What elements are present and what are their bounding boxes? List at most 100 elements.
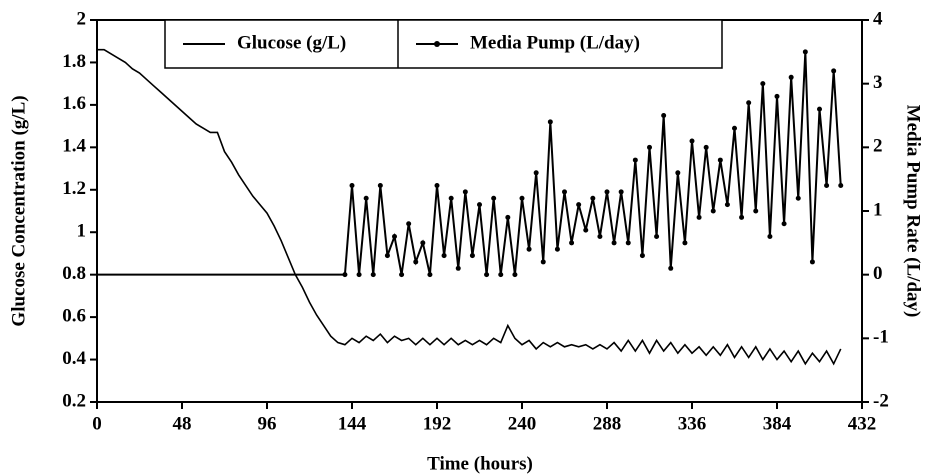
x-tick-label: 48	[173, 413, 192, 434]
data-point	[795, 195, 801, 201]
data-point	[491, 195, 497, 201]
data-point	[420, 240, 426, 246]
data-point	[363, 195, 369, 201]
data-point	[746, 100, 752, 106]
data-point	[654, 233, 660, 239]
data-point	[384, 253, 390, 259]
data-point	[519, 195, 525, 201]
data-point	[469, 253, 475, 259]
data-point	[512, 272, 518, 278]
data-point	[831, 68, 837, 74]
data-point	[505, 214, 511, 220]
y-tick-label: 0.8	[62, 263, 86, 284]
data-point	[668, 265, 674, 271]
data-point	[484, 272, 490, 278]
y2-tick-label: 3	[873, 72, 883, 93]
data-point	[696, 214, 702, 220]
data-point	[767, 233, 773, 239]
data-point	[732, 125, 737, 131]
data-point	[377, 183, 383, 189]
x-tick-label: 240	[508, 413, 537, 434]
data-point	[533, 170, 539, 176]
legend-label: Glucose (g/L)	[237, 32, 346, 53]
y-tick-label: 0.4	[62, 348, 86, 369]
x-axis-label: Time (hours)	[427, 453, 533, 474]
data-point	[760, 81, 766, 87]
data-point	[427, 272, 433, 278]
y-tick-label: 1	[77, 221, 87, 242]
data-point	[441, 253, 447, 259]
legend-marker	[434, 41, 440, 47]
data-point	[611, 240, 617, 246]
data-point	[838, 183, 844, 189]
data-point	[540, 259, 546, 265]
data-point	[576, 202, 582, 208]
y-axis-label: Glucose Concentration (g/L)	[8, 95, 29, 326]
data-line	[97, 51, 842, 276]
x-tick-label: 288	[593, 413, 622, 434]
data-point	[477, 202, 482, 208]
data-point	[788, 74, 794, 80]
data-point	[717, 157, 723, 163]
y2-tick-label: -2	[873, 390, 889, 411]
data-point	[406, 221, 412, 227]
data-point	[455, 265, 461, 271]
y2-tick-label: -1	[873, 327, 889, 348]
data-point	[597, 233, 603, 239]
x-tick-label: 96	[258, 413, 277, 434]
data-point	[703, 144, 709, 150]
data-point	[682, 240, 688, 246]
data-point	[739, 214, 745, 220]
data-point	[498, 272, 504, 278]
data-point	[675, 170, 681, 176]
data-point	[689, 138, 695, 144]
y-tick-label: 1.6	[62, 93, 86, 114]
data-point	[809, 259, 815, 265]
y-tick-label: 0.6	[62, 305, 86, 326]
data-point	[392, 233, 397, 239]
y-tick-label: 1.4	[62, 136, 86, 157]
y-tick-label: 0.2	[62, 390, 86, 411]
data-point	[639, 253, 645, 259]
y2-axis-label: Media Pump Rate (L/day)	[903, 105, 924, 318]
x-tick-label: 384	[763, 413, 792, 434]
data-point	[590, 195, 596, 201]
x-tick-label: 192	[423, 413, 452, 434]
data-point	[604, 189, 610, 195]
y2-tick-label: 4	[873, 8, 883, 29]
data-point	[753, 208, 759, 214]
y-tick-label: 1.8	[62, 51, 86, 72]
x-tick-label: 432	[848, 413, 877, 434]
y2-tick-label: 2	[873, 136, 883, 157]
data-point	[342, 272, 348, 278]
data-point	[781, 221, 787, 227]
x-tick-label: 336	[678, 413, 707, 434]
x-tick-label: 144	[338, 413, 367, 434]
data-point	[817, 106, 822, 112]
data-point	[632, 157, 638, 163]
data-point	[356, 272, 362, 278]
data-point	[618, 189, 624, 195]
data-point	[802, 49, 808, 55]
data-point	[434, 183, 440, 189]
data-point	[647, 144, 652, 150]
data-point	[413, 259, 419, 265]
data-point	[569, 240, 575, 246]
data-point	[462, 189, 468, 195]
data-point	[399, 272, 405, 278]
y-tick-label: 1.2	[62, 178, 86, 199]
y-tick-label: 2	[77, 8, 87, 29]
y2-tick-label: 0	[873, 263, 883, 284]
data-point	[824, 183, 830, 189]
data-point	[448, 195, 454, 201]
data-point	[661, 113, 667, 118]
data-point	[554, 246, 560, 252]
data-point	[724, 202, 730, 208]
data-point	[562, 189, 567, 195]
data-point	[583, 227, 589, 233]
data-point	[370, 272, 376, 278]
x-tick-label: 0	[92, 413, 102, 434]
data-point	[349, 183, 355, 189]
data-point	[625, 240, 631, 246]
